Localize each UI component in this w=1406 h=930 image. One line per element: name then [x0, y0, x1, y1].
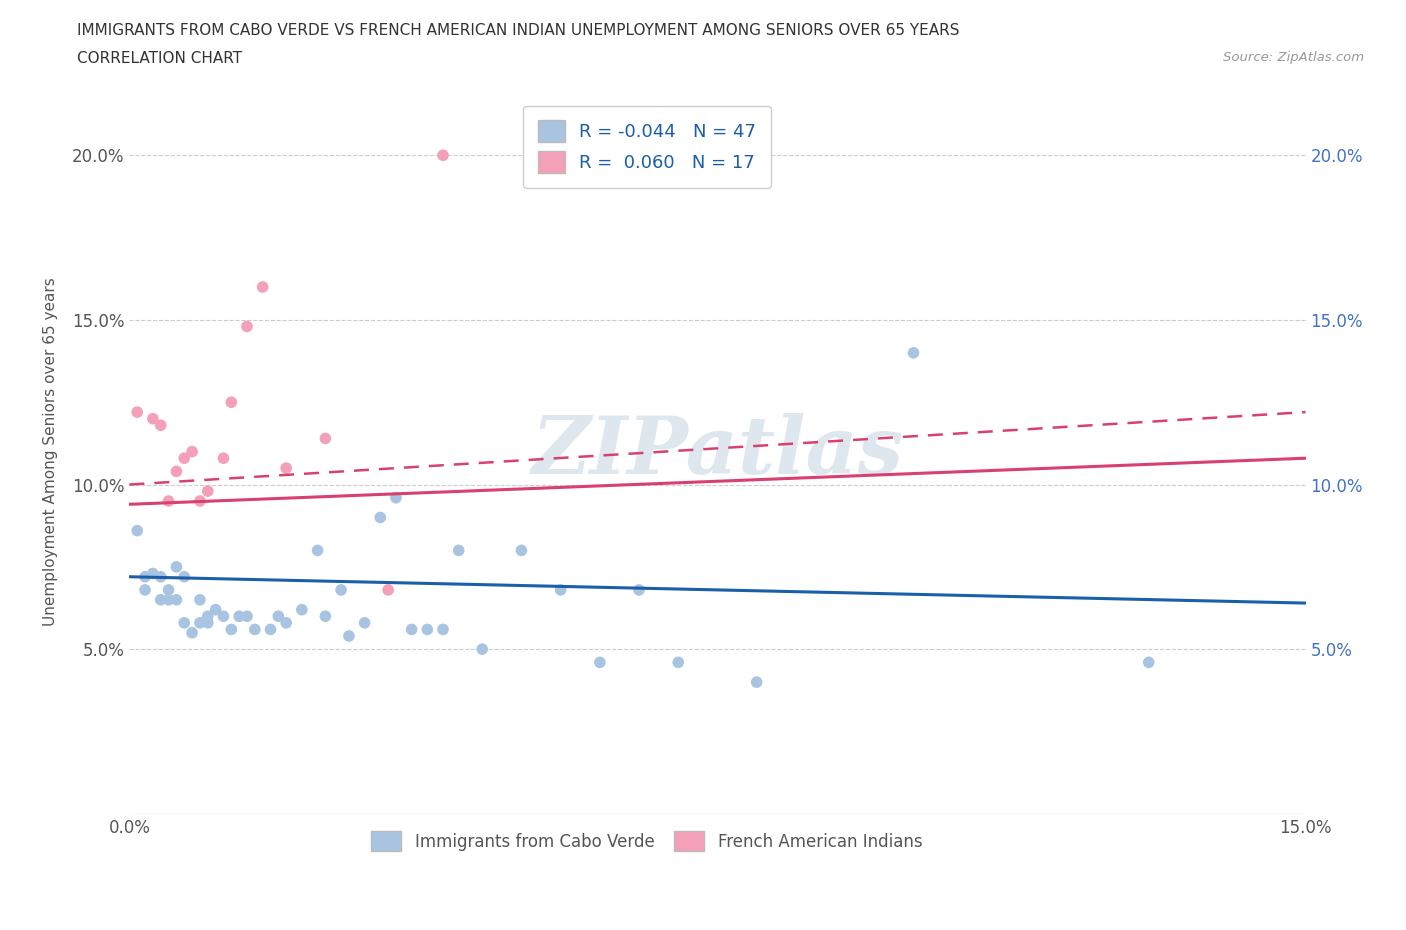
- Point: [276, 616, 298, 631]
- Point: [416, 622, 439, 637]
- Point: [173, 616, 195, 631]
- Point: [510, 543, 533, 558]
- Point: [221, 394, 243, 409]
- Text: Source: ZipAtlas.com: Source: ZipAtlas.com: [1223, 51, 1364, 64]
- Point: [628, 582, 651, 597]
- Point: [127, 524, 149, 538]
- Point: [197, 616, 219, 631]
- Point: [204, 603, 226, 618]
- Point: [236, 319, 259, 334]
- Point: [221, 622, 243, 637]
- Point: [157, 592, 180, 607]
- Point: [165, 560, 187, 575]
- Point: [165, 464, 187, 479]
- Point: [212, 451, 235, 466]
- Point: [236, 609, 259, 624]
- Point: [181, 445, 204, 459]
- Point: [157, 494, 180, 509]
- Point: [149, 418, 172, 432]
- Text: IMMIGRANTS FROM CABO VERDE VS FRENCH AMERICAN INDIAN UNEMPLOYMENT AMONG SENIORS : IMMIGRANTS FROM CABO VERDE VS FRENCH AME…: [77, 23, 960, 38]
- Point: [314, 431, 336, 445]
- Point: [149, 592, 172, 607]
- Point: [165, 592, 187, 607]
- Point: [212, 609, 235, 624]
- Point: [259, 622, 281, 637]
- Point: [134, 569, 156, 584]
- Point: [745, 674, 768, 689]
- Text: CORRELATION CHART: CORRELATION CHART: [77, 51, 242, 66]
- Point: [550, 582, 572, 597]
- Point: [447, 543, 470, 558]
- Point: [385, 490, 408, 505]
- Y-axis label: Unemployment Among Seniors over 65 years: Unemployment Among Seniors over 65 years: [44, 277, 58, 626]
- Point: [330, 582, 353, 597]
- Point: [903, 345, 925, 360]
- Point: [432, 622, 454, 637]
- Point: [149, 569, 172, 584]
- Point: [228, 609, 250, 624]
- Point: [142, 411, 165, 426]
- Point: [353, 616, 375, 631]
- Point: [377, 582, 399, 597]
- Point: [188, 616, 211, 631]
- Point: [127, 405, 149, 419]
- Point: [142, 566, 165, 581]
- Point: [157, 582, 180, 597]
- Point: [666, 655, 689, 670]
- Point: [173, 569, 195, 584]
- Point: [307, 543, 329, 558]
- Point: [471, 642, 494, 657]
- Point: [337, 629, 360, 644]
- Point: [181, 625, 204, 640]
- Text: ZIPatlas: ZIPatlas: [531, 413, 904, 490]
- Point: [276, 460, 298, 475]
- Point: [243, 622, 266, 637]
- Point: [197, 609, 219, 624]
- Point: [267, 609, 290, 624]
- Point: [197, 484, 219, 498]
- Point: [1137, 655, 1160, 670]
- Point: [368, 510, 391, 525]
- Point: [401, 622, 423, 637]
- Point: [589, 655, 612, 670]
- Point: [134, 582, 156, 597]
- Point: [173, 451, 195, 466]
- Point: [252, 280, 274, 295]
- Legend: Immigrants from Cabo Verde, French American Indians: Immigrants from Cabo Verde, French Ameri…: [363, 823, 931, 860]
- Point: [188, 592, 211, 607]
- Point: [314, 609, 336, 624]
- Point: [291, 603, 314, 618]
- Point: [188, 494, 211, 509]
- Point: [432, 148, 454, 163]
